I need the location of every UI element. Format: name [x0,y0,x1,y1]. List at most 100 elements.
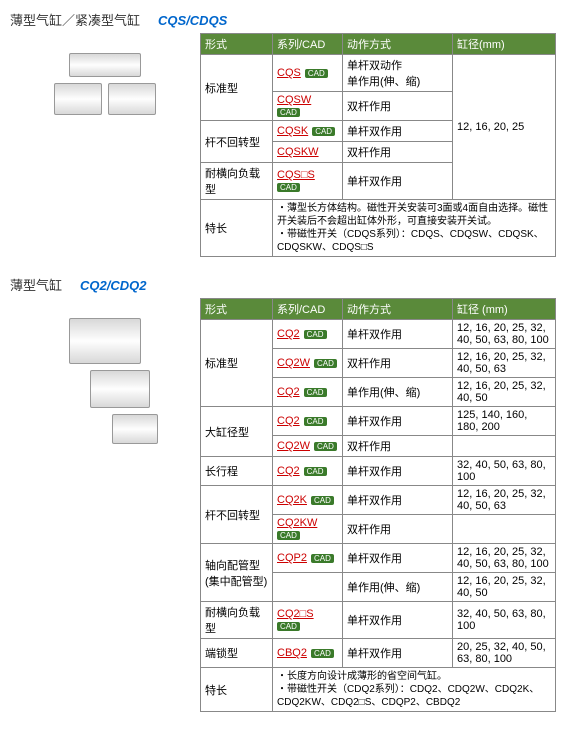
series-link[interactable]: CQ2 [277,386,300,398]
action-cell: 单作用(伸、缩) [343,378,453,407]
bore-cell: 12, 16, 20, 25, 32, 40, 50, 63, 80, 100 [453,320,556,349]
series-cell: CQS□S CAD [273,163,343,200]
series-link[interactable]: CQS□S [277,169,315,181]
type-cell: 杆不回转型 [201,121,273,163]
table-header: 系列/CAD [273,34,343,55]
action-cell: 单杆双作用 [343,486,453,515]
series-cell: CQ2K CAD [273,486,343,515]
action-cell: 单杆双作用 [343,163,453,200]
bore-cell: 12, 16, 20, 25, 32, 40, 50 [453,378,556,407]
title-jp: 薄型气缸 [10,278,62,293]
table-header: 形式 [201,299,273,320]
series-cell: CQS CAD [273,55,343,92]
cad-badge[interactable]: CAD [277,622,300,631]
cad-badge[interactable]: CAD [312,127,335,136]
cad-badge[interactable]: CAD [311,554,334,563]
cad-badge[interactable]: CAD [277,183,300,192]
cad-badge[interactable]: CAD [304,467,327,476]
table-header: 缸径 (mm) [453,299,556,320]
series-cell: CBQ2 CAD [273,639,343,668]
feature-row: 特长・长度方向设计成薄形的省空间气缸。・带磁性开关（CDQ2系列）：CDQ2、C… [201,668,556,712]
action-cell: 单杆双作用 [343,602,453,639]
cad-badge[interactable]: CAD [304,388,327,397]
cad-badge[interactable]: CAD [277,108,300,117]
table-header-row: 形式系列/CAD动作方式缸径 (mm) [201,299,556,320]
cad-badge[interactable]: CAD [304,417,327,426]
table-header-row: 形式系列/CAD动作方式缸径(mm) [201,34,556,55]
table-header: 动作方式 [343,299,453,320]
series-link[interactable]: CQ2 [277,465,300,477]
series-cell: CQ2 CAD [273,320,343,349]
series-link[interactable]: CQSKW [277,146,319,158]
series-link[interactable]: CQP2 [277,552,307,564]
feature-label: 特长 [201,668,273,712]
cad-badge[interactable]: CAD [311,649,334,658]
series-link[interactable]: CQ2 [277,415,300,427]
bore-cell: 12, 16, 20, 25, 32, 40, 50, 63 [453,486,556,515]
series-link[interactable]: CQ2W [277,357,310,369]
section-title: 薄型气缸 CQ2/CDQ2 [10,275,561,294]
cad-badge[interactable]: CAD [311,496,334,505]
table-header: 动作方式 [343,34,453,55]
table-row: 标准型CQ2CAD单杆双作用12, 16, 20, 25, 32, 40, 50… [201,320,556,349]
cad-badge[interactable]: CAD [304,330,327,339]
table-header: 系列/CAD [273,299,343,320]
feature-text: ・薄型长方体结构。磁性开关安装可3面或4面自由选择。磁性开关装后不会超出缸体外形… [273,200,556,257]
action-cell: 双杆作用 [343,92,453,121]
action-cell: 单杆双动作单作用(伸、缩) [343,55,453,92]
action-cell: 单杆双作用 [343,457,453,486]
type-cell: 标准型 [201,320,273,407]
product-image [10,33,200,115]
series-cell: CQ2 CAD [273,378,343,407]
type-cell: 端锁型 [201,639,273,668]
series-cell: CQ2 CAD [273,407,343,436]
bore-cell [453,436,556,457]
series-cell [273,573,343,602]
type-cell: 耐横向负载型 [201,602,273,639]
title-jp: 薄型气缸／紧凑型气缸 [10,13,140,28]
type-cell: 耐横向负载型 [201,163,273,200]
bore-cell: 32, 40, 50, 63, 80, 100 [453,602,556,639]
action-cell: 双杆作用 [343,436,453,457]
series-link[interactable]: CQS [277,67,301,79]
action-cell: 双杆作用 [343,349,453,378]
action-cell: 单杆双作用 [343,639,453,668]
series-link[interactable]: CBQ2 [277,647,307,659]
table-row: 耐横向负载型 CQ2□S CAD 单杆双作用32, 40, 50, 63, 80, 1… [201,602,556,639]
type-cell: 长行程 [201,457,273,486]
cad-badge[interactable]: CAD [305,69,328,78]
action-cell: 双杆作用 [343,515,453,544]
feature-label: 特长 [201,200,273,257]
cad-badge[interactable]: CAD [314,359,337,368]
series-link[interactable]: CQSK [277,125,308,137]
cad-badge[interactable]: CAD [277,531,300,540]
title-code: CQS/CDQS [158,13,227,28]
bore-cell: 125, 140, 160, 180, 200 [453,407,556,436]
spec-table: 形式系列/CAD动作方式缸径 (mm)标准型CQ2CAD单杆双作用12, 16,… [200,298,556,712]
series-link[interactable]: CQ2□S [277,608,314,620]
type-cell: 标准型 [201,55,273,121]
product-image [10,298,200,444]
cad-badge[interactable]: CAD [314,442,337,451]
series-link[interactable]: CQ2 [277,328,300,340]
action-cell: 双杆作用 [343,142,453,163]
bore-cell: 12, 16, 20, 25, 32, 40, 50, 63 [453,349,556,378]
table-row: 大缸径型CQ2CAD单杆双作用125, 140, 160, 180, 200 [201,407,556,436]
action-cell: 单杆双作用 [343,407,453,436]
type-cell: 杆不回转型 [201,486,273,544]
series-cell: CQ2KW CAD [273,515,343,544]
section-title: 薄型气缸／紧凑型气缸 CQS/CDQS [10,10,561,29]
series-cell: CQSK CAD [273,121,343,142]
action-cell: 单作用(伸、缩) [343,573,453,602]
bore-cell [453,515,556,544]
series-cell: CQSW CAD [273,92,343,121]
bore-cell: 12, 16, 20, 25, 32, 40, 50 [453,573,556,602]
series-link[interactable]: CQ2KW [277,517,317,529]
series-link[interactable]: CQ2K [277,494,307,506]
series-link[interactable]: CQ2W [277,440,310,452]
series-link[interactable]: CQSW [277,94,311,106]
series-cell: CQ2W CAD [273,436,343,457]
table-row: 标准型CQSCAD单杆双动作单作用(伸、缩)12, 16, 20, 25 [201,55,556,92]
title-code: CQ2/CDQ2 [80,278,146,293]
feature-text: ・长度方向设计成薄形的省空间气缸。・带磁性开关（CDQ2系列）：CDQ2、CDQ… [273,668,556,712]
